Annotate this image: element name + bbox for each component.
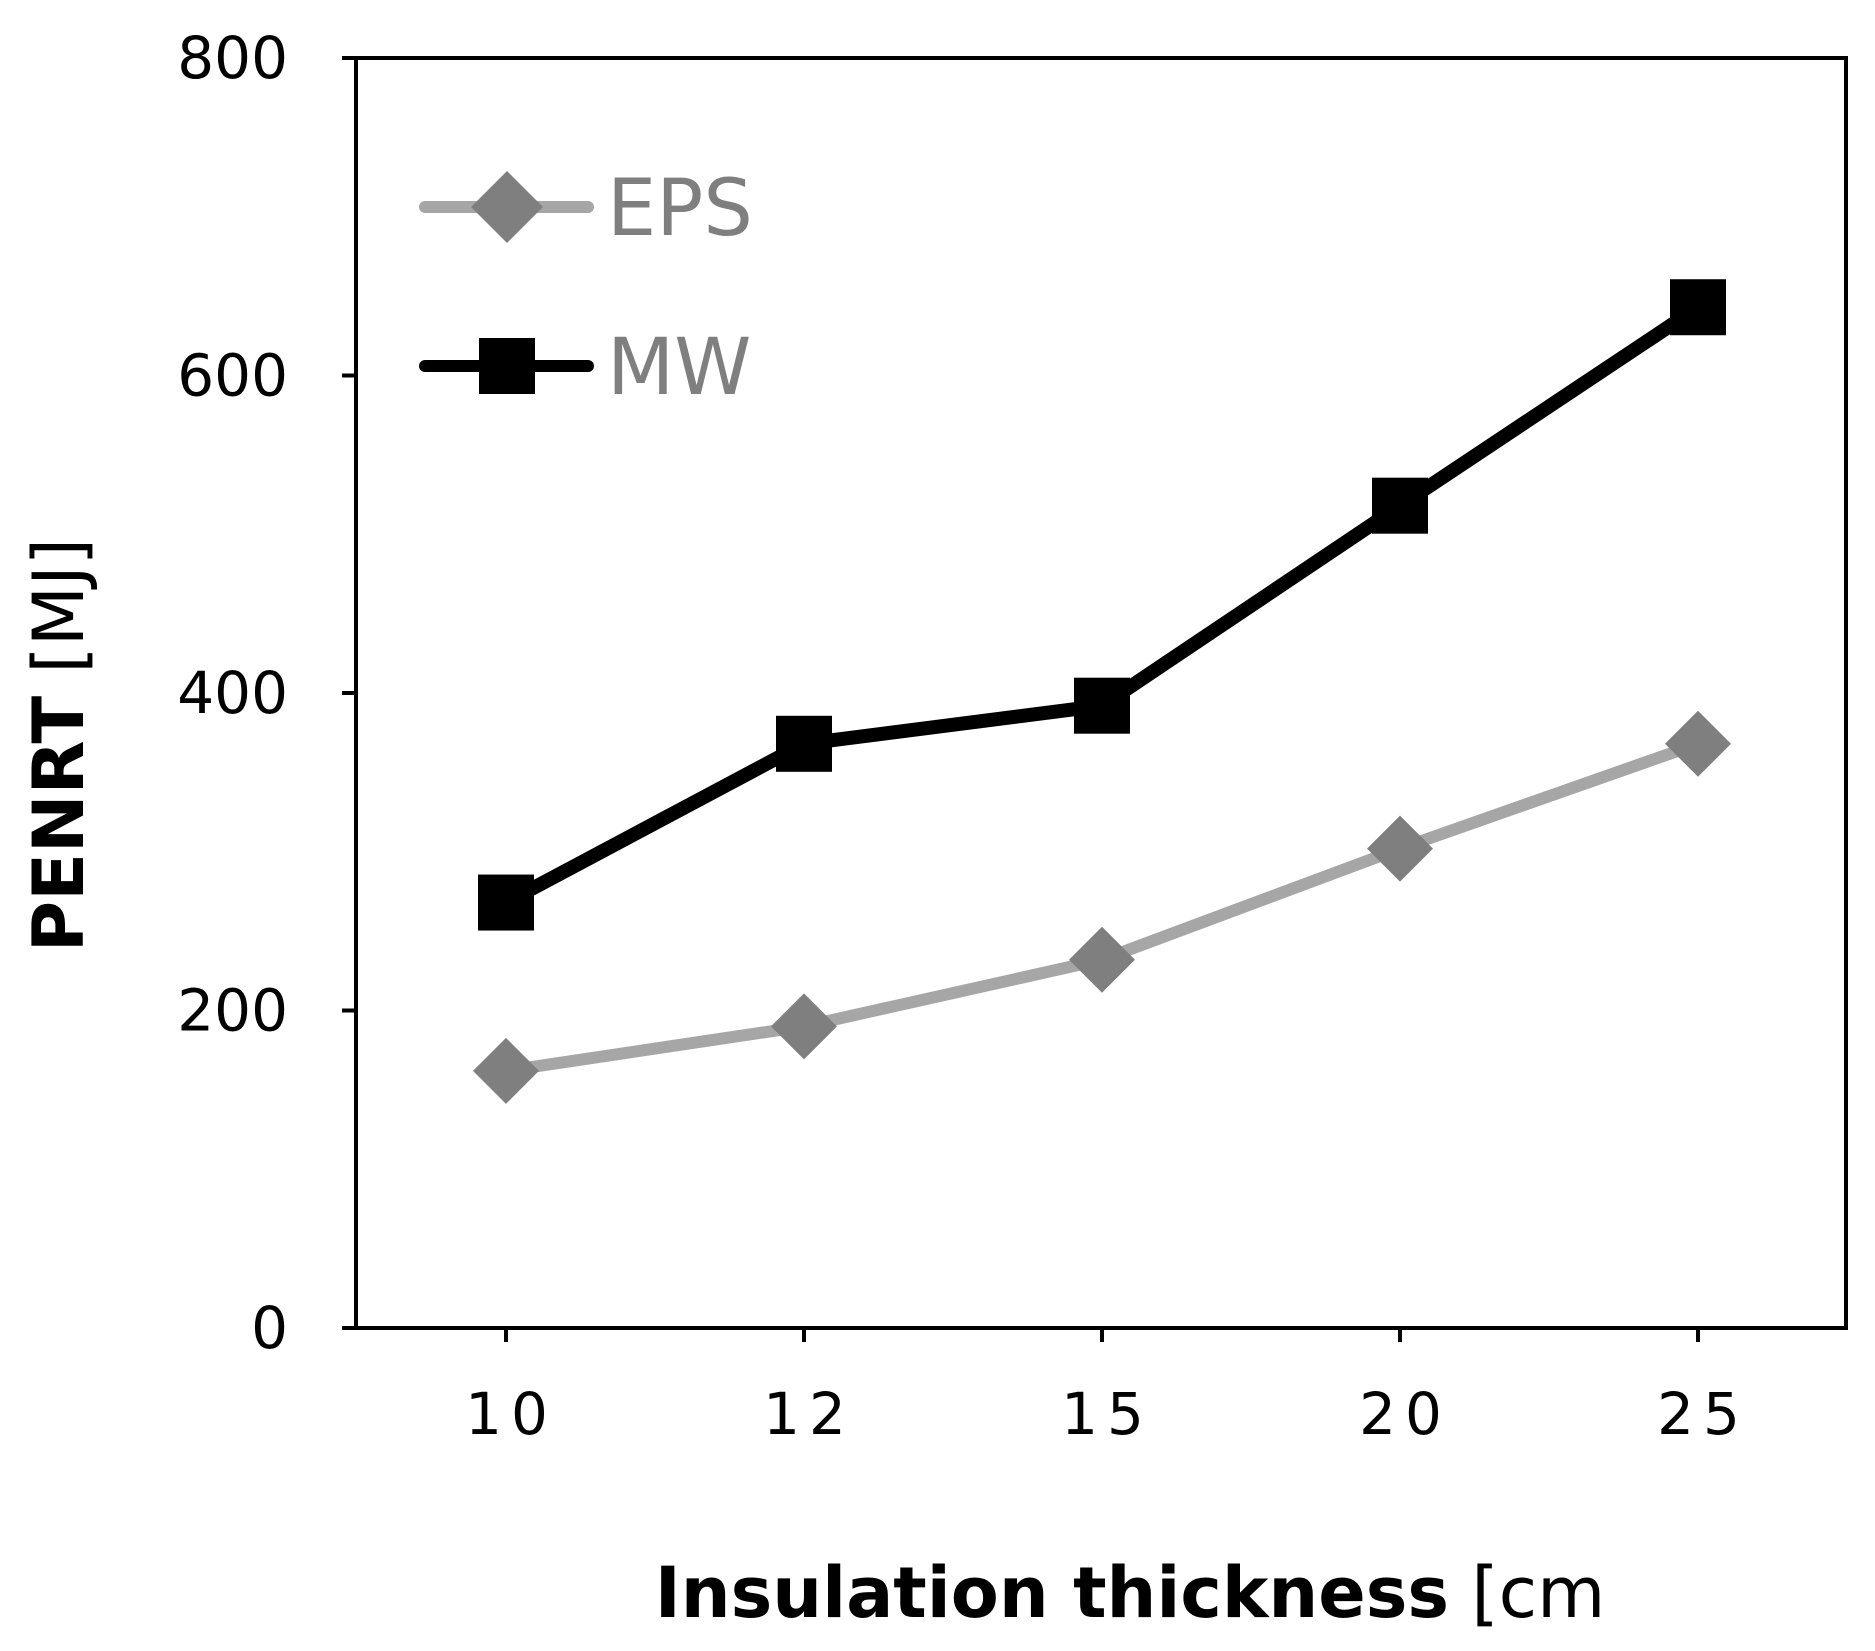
- data-point-eps: [473, 1037, 539, 1104]
- y-tick-label: 800: [177, 24, 288, 92]
- legend-eps-label: EPS: [607, 164, 753, 254]
- y-axis-title-bold: PENRT: [18, 696, 100, 952]
- y-tick-label: 600: [177, 342, 288, 410]
- data-point-mw: [1074, 677, 1130, 734]
- data-point-mw: [776, 715, 832, 772]
- data-point-eps: [1367, 815, 1433, 882]
- x-tick-label: 20: [1359, 1380, 1451, 1448]
- series-layer: [473, 279, 1731, 1104]
- x-tick-label: 25: [1657, 1380, 1749, 1448]
- x-tick-label: 10: [465, 1380, 557, 1448]
- x-axis-title-bold: Insulation thickness: [655, 1552, 1449, 1634]
- data-point-eps: [771, 993, 837, 1060]
- x-axis-title: Insulation thickness [cm: [655, 1552, 1606, 1634]
- legend-item-eps: EPS: [419, 164, 753, 254]
- y-axis: 0 200 400 600 800: [177, 24, 356, 1362]
- data-point-eps: [1069, 926, 1135, 993]
- y-tick-label: 200: [177, 977, 288, 1045]
- data-point-mw: [1372, 477, 1428, 534]
- legend-mw-label: MW: [607, 323, 751, 413]
- legend-mw-marker: [479, 338, 535, 394]
- y-axis-title-unit: [MJ]: [18, 538, 100, 674]
- data-point-eps: [1665, 710, 1731, 777]
- x-tick-label: 12: [763, 1380, 855, 1448]
- x-axis: 10 12 15 20 25: [465, 1328, 1749, 1448]
- x-tick-label: 15: [1061, 1380, 1153, 1448]
- y-axis-title: PENRT [MJ]: [18, 538, 100, 952]
- data-point-mw: [1670, 279, 1726, 336]
- legend: EPS MW: [419, 164, 753, 413]
- y-tick-label: 0: [251, 1294, 288, 1362]
- y-tick-label: 400: [177, 659, 288, 727]
- legend-item-mw: MW: [419, 323, 751, 413]
- legend-eps-marker: [471, 171, 543, 243]
- data-point-mw: [478, 874, 534, 931]
- x-axis-title-unit: [cm: [1471, 1552, 1605, 1634]
